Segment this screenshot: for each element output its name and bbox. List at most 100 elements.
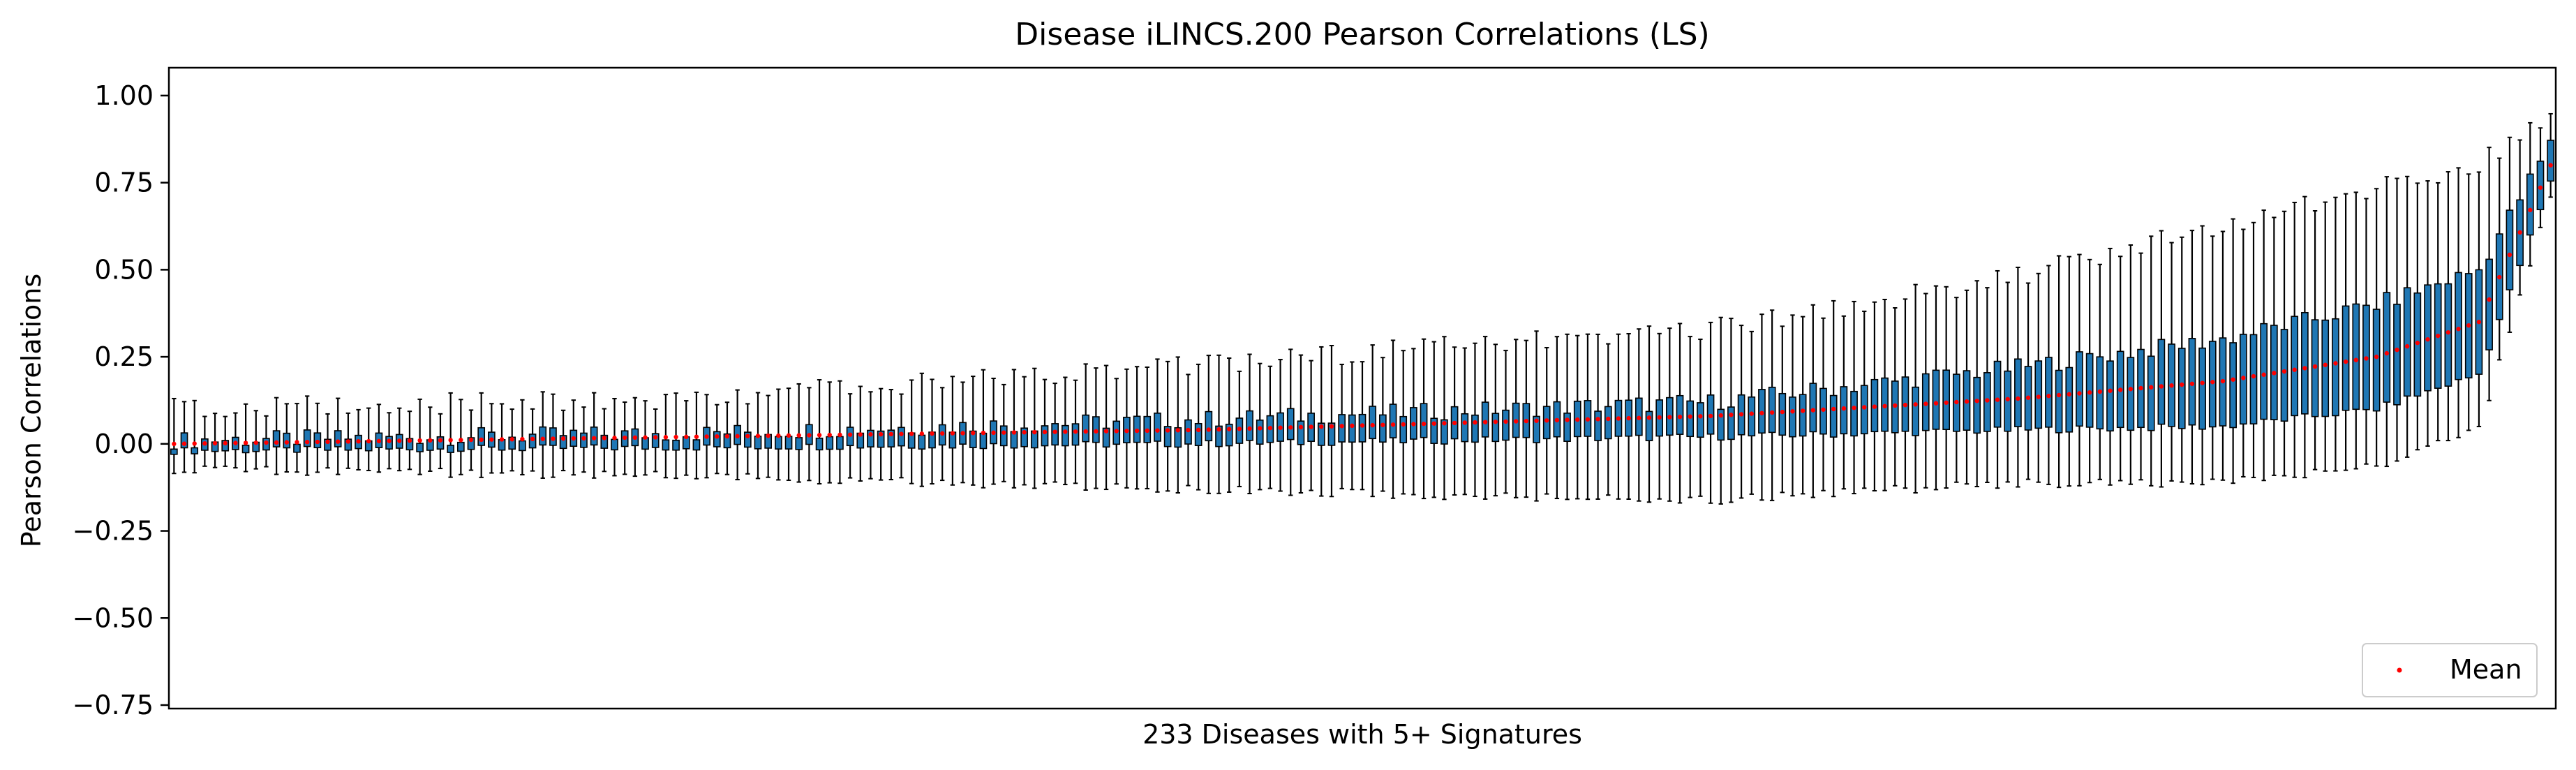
box-plot: [1348, 361, 1356, 491]
mean-marker: [1442, 421, 1447, 426]
box-plot: [898, 393, 905, 479]
box-plot: [1440, 336, 1448, 501]
mean-marker: [1380, 422, 1385, 427]
box-plot: [2219, 230, 2227, 481]
mean-marker: [807, 433, 812, 438]
box-plot: [590, 392, 598, 479]
box-plot: [508, 408, 516, 472]
mean-marker: [1841, 406, 1847, 411]
mean-marker: [1913, 402, 1918, 407]
box-plot: [2137, 252, 2145, 481]
box-plot: [2547, 112, 2555, 198]
x-axis-label: 233 Diseases with 5+ Signatures: [1142, 719, 1582, 750]
box-plot: [2291, 202, 2299, 478]
mean-marker: [1134, 428, 1140, 434]
mean-marker: [1739, 412, 1744, 417]
mean-marker: [1073, 429, 1078, 434]
mean-marker: [888, 431, 894, 437]
box-plot: [1717, 316, 1725, 505]
box-plot: [1102, 364, 1110, 491]
mean-marker: [684, 434, 689, 440]
box-plot: [1174, 356, 1182, 494]
mean-marker: [960, 431, 965, 436]
mean-marker: [304, 440, 310, 445]
mean-marker: [2528, 207, 2533, 213]
box-plot: [2270, 216, 2278, 476]
box: [1461, 413, 1469, 443]
box-plot: [1379, 357, 1387, 492]
box: [2014, 358, 2022, 427]
box-plot: [713, 403, 721, 475]
box: [191, 447, 199, 454]
box-plot: [723, 401, 731, 475]
box: [836, 436, 844, 450]
mean-marker: [1718, 413, 1723, 418]
box: [416, 443, 424, 452]
mean-marker: [295, 440, 299, 445]
box-plot: [1676, 323, 1684, 504]
box: [795, 437, 803, 450]
box-plot: [436, 413, 445, 470]
y-tick-label: 0.75: [94, 168, 154, 198]
box: [1215, 425, 1223, 447]
box-plot: [2147, 235, 2155, 487]
box: [1225, 423, 1233, 447]
mean-marker: [1094, 429, 1099, 434]
box-plot: [1697, 339, 1704, 497]
box: [1061, 424, 1069, 447]
box-plot: [907, 379, 916, 484]
box-plot: [1809, 304, 1817, 498]
box-plot: [447, 392, 454, 478]
mean-marker: [428, 438, 433, 443]
box-plot: [2536, 127, 2545, 228]
box: [1768, 386, 1776, 434]
box-plot: [1860, 310, 1868, 489]
mean-marker: [2097, 389, 2103, 394]
mean-marker: [827, 432, 832, 438]
box-plot: [1512, 339, 1520, 498]
mean-marker: [2128, 387, 2134, 392]
box-plot: [1358, 361, 1367, 491]
y-tick-label: 0.50: [94, 254, 154, 285]
mean-marker: [930, 431, 935, 436]
mean-marker: [2046, 394, 2051, 399]
box-plot: [1748, 330, 1756, 495]
box: [1563, 413, 1571, 442]
mean-marker: [663, 435, 669, 440]
box-plot: [252, 410, 260, 470]
mean-marker: [489, 437, 494, 442]
mean-marker: [2108, 388, 2113, 393]
box: [1194, 422, 1203, 446]
mean-marker: [2272, 371, 2277, 376]
box-plot: [1533, 330, 1540, 502]
box: [2198, 347, 2206, 430]
mean-marker: [264, 440, 269, 445]
box: [2372, 309, 2381, 412]
mean-marker: [2302, 366, 2307, 371]
box: [1286, 408, 1295, 440]
box-plot: [826, 381, 834, 484]
box-plot: [1327, 345, 1336, 498]
box-plot: [2424, 180, 2432, 447]
mean-marker: [325, 439, 330, 445]
box-plot: [1420, 338, 1428, 500]
mean-marker: [1473, 420, 1477, 425]
box-plot: [1706, 321, 1715, 504]
box-plot: [1256, 362, 1264, 491]
mean-marker: [868, 432, 873, 437]
mean-marker: [376, 438, 382, 444]
mean-marker: [1401, 422, 1406, 427]
mean-marker: [2220, 378, 2226, 384]
box-plot: [2024, 282, 2032, 480]
box-plot: [334, 397, 342, 475]
mean-marker: [1124, 429, 1129, 434]
box: [1491, 413, 1500, 443]
mean-marker: [366, 438, 371, 444]
box: [1389, 403, 1397, 438]
box-plot: [2413, 182, 2422, 451]
mean-marker: [192, 441, 197, 446]
mean-marker: [2231, 377, 2235, 382]
mean-marker: [1042, 429, 1048, 435]
mean-marker: [2415, 340, 2420, 346]
box-plot: [1143, 366, 1152, 489]
